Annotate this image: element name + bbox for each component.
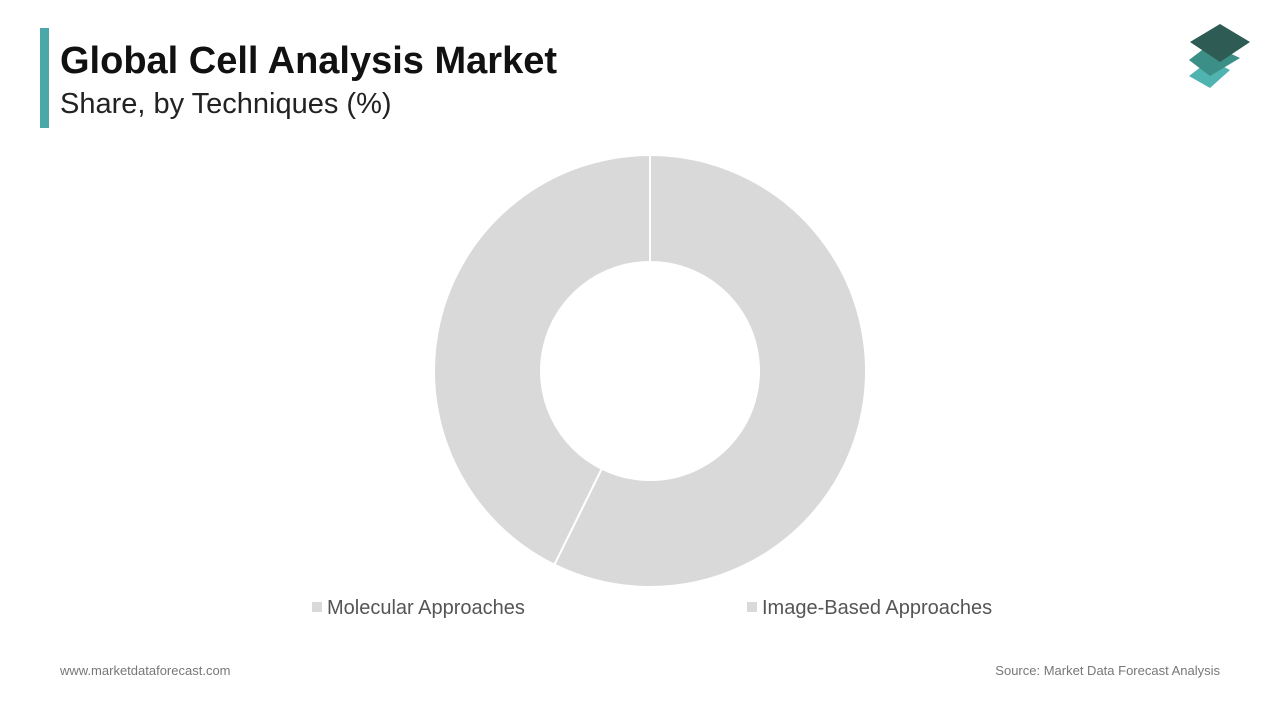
footer-website: www.marketdataforecast.com	[59, 663, 231, 678]
footer-source: Source: Market Data Forecast Analysis	[995, 663, 1220, 678]
donut-segment	[433, 153, 651, 567]
donut-segment	[553, 153, 867, 588]
chart-subtitle: Share, by Techniques (%)	[60, 88, 392, 120]
title-accent	[40, 28, 49, 128]
legend-swatch	[747, 602, 757, 612]
chart-title: Global Cell Analysis Market	[60, 40, 557, 82]
legend-label: Molecular Approaches	[327, 597, 525, 619]
logo	[1189, 24, 1250, 88]
legend-label: Image-Based Approaches	[762, 597, 992, 619]
legend-swatch	[312, 602, 322, 612]
